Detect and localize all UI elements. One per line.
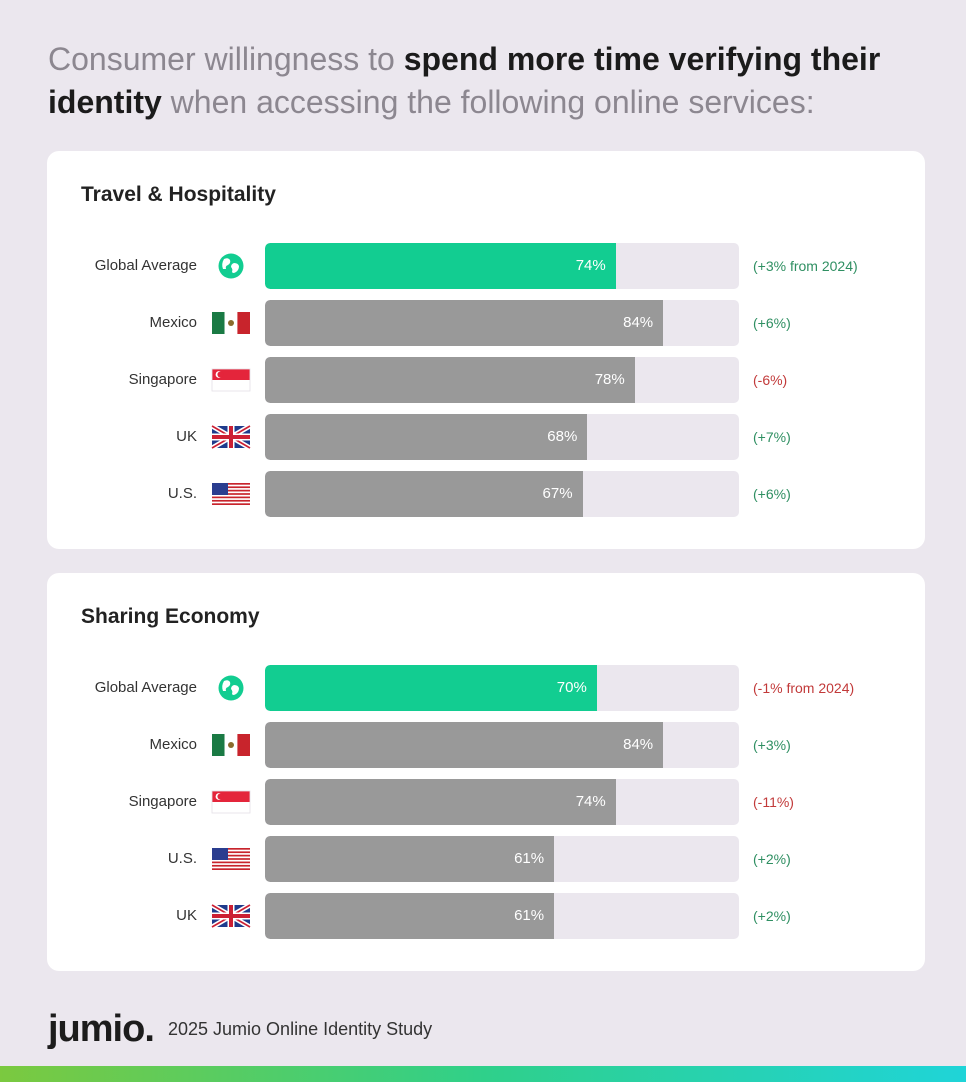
row-label: UK	[176, 907, 197, 924]
bottom-gradient-stripe	[0, 1066, 966, 1082]
bar-value-label: 84%	[623, 314, 654, 331]
change-label: (+2%)	[753, 908, 791, 924]
bar-row: Singapore 78% (-6%)	[47, 357, 925, 403]
bar-row: Global Average 70% (-1% from 2024)	[47, 665, 925, 711]
global-average-bar	[265, 665, 597, 711]
bar-value-label: 67%	[542, 485, 573, 502]
row-label: U.S.	[167, 485, 197, 502]
us-flag-icon	[211, 846, 251, 872]
bar-track: 61%	[265, 893, 739, 939]
country-bar	[265, 357, 635, 403]
globe-icon	[211, 675, 251, 701]
country-bar	[265, 722, 664, 768]
bar-track: 84%	[265, 722, 739, 768]
row-label: Singapore	[128, 793, 197, 810]
bar-row: Global Average 74% (+3% from 2024)	[47, 243, 925, 289]
change-label: (+6%)	[753, 486, 791, 502]
change-label: (-1% from 2024)	[753, 680, 855, 696]
global-average-bar	[265, 243, 616, 289]
sharing-economy-card: Sharing Economy Global Average 70% (-1% fr…	[47, 573, 925, 971]
country-bar	[265, 893, 555, 939]
us-flag-icon	[211, 481, 251, 507]
travel-hospitality-card: Travel & Hospitality Global Average 74% (+…	[47, 151, 925, 549]
row-label: U.S.	[167, 850, 197, 867]
country-bar	[265, 300, 664, 346]
row-label: UK	[176, 428, 197, 445]
jumio-logo: jumio.	[48, 1008, 155, 1050]
singapore-flag-icon	[211, 367, 251, 393]
bar-track: 84%	[265, 300, 739, 346]
bar-value-label: 61%	[514, 907, 545, 924]
row-label: Global Average	[94, 257, 197, 274]
bar-track: 74%	[265, 243, 739, 289]
change-label: (-11%)	[753, 794, 794, 810]
bar-track: 67%	[265, 471, 739, 517]
card-title: Travel & Hospitality	[81, 183, 276, 206]
bar-track: 74%	[265, 779, 739, 825]
uk-flag-icon	[210, 423, 252, 451]
globe-icon	[211, 253, 251, 279]
bar-row: U.S. 67% (+6%)	[47, 471, 925, 517]
bar-track: 68%	[265, 414, 739, 460]
card-title: Sharing Economy	[81, 605, 260, 628]
bar-value-label: 61%	[514, 850, 545, 867]
bar-value-label: 68%	[547, 428, 578, 445]
bar-value-label: 74%	[575, 793, 606, 810]
bar-row: Mexico 84% (+3%)	[47, 722, 925, 768]
bar-value-label: 78%	[594, 371, 625, 388]
country-bar	[265, 836, 555, 882]
change-label: (+3%)	[753, 737, 791, 753]
bar-row: Mexico 84% (+6%)	[47, 300, 925, 346]
headline: Consumer willingness to spend more time …	[48, 38, 928, 124]
change-label: (+3% from 2024)	[753, 258, 858, 274]
change-label: (+7%)	[753, 429, 791, 445]
bar-row: UK 61% (+2%)	[47, 893, 925, 939]
bar-row: U.S. 61% (+2%)	[47, 836, 925, 882]
row-label: Singapore	[128, 371, 197, 388]
mexico-flag-icon	[211, 732, 251, 758]
row-label: Mexico	[149, 314, 197, 331]
headline-part1: Consumer willingness to	[48, 41, 404, 77]
bar-row: Singapore 74% (-11%)	[47, 779, 925, 825]
country-bar	[265, 414, 588, 460]
row-label: Global Average	[94, 679, 197, 696]
bar-value-label: 84%	[623, 736, 654, 753]
bar-row: UK 68% (+7%)	[47, 414, 925, 460]
bar-track: 61%	[265, 836, 739, 882]
bar-track: 78%	[265, 357, 739, 403]
footer-source: 2025 Jumio Online Identity Study	[168, 1019, 433, 1039]
country-bar	[265, 471, 583, 517]
mexico-flag-icon	[211, 310, 251, 336]
bar-track: 70%	[265, 665, 739, 711]
uk-flag-icon	[210, 902, 252, 930]
change-label: (+2%)	[753, 851, 791, 867]
bar-value-label: 74%	[575, 257, 606, 274]
headline-bold: spend more time verifying their identity	[48, 41, 881, 120]
country-bar	[265, 779, 616, 825]
row-label: Mexico	[149, 736, 197, 753]
headline-part2: when accessing the following online serv…	[161, 84, 815, 120]
change-label: (-6%)	[753, 372, 788, 388]
singapore-flag-icon	[211, 789, 251, 815]
bar-value-label: 70%	[556, 679, 587, 696]
change-label: (+6%)	[753, 315, 791, 331]
